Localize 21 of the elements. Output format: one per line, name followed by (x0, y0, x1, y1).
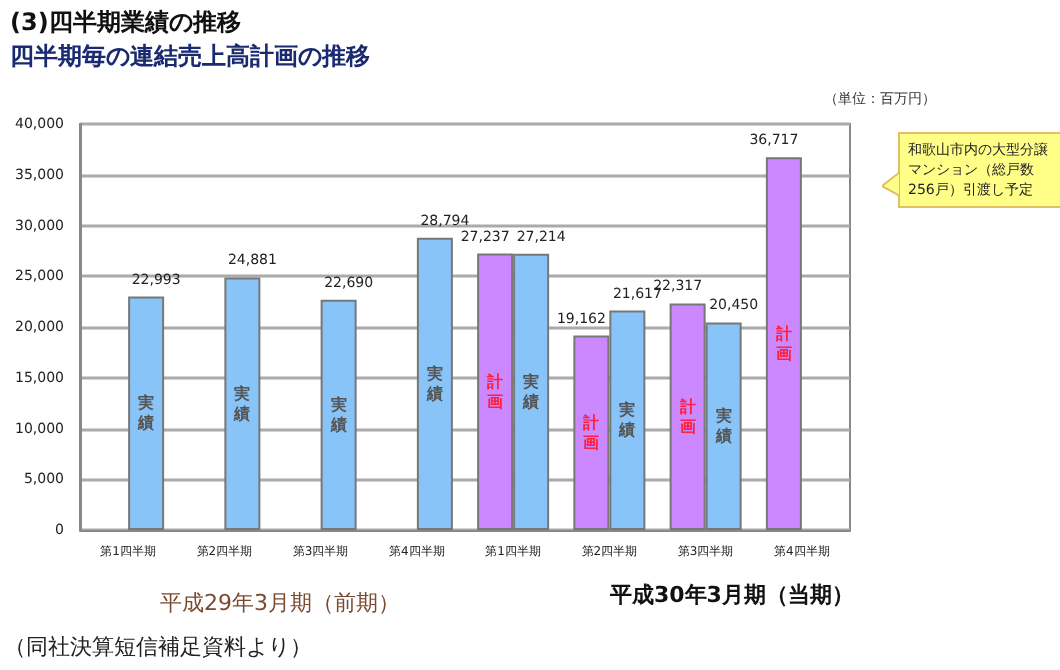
text: 実績 (523, 372, 540, 411)
text: （同社決算短信補足資料より） (4, 634, 312, 660)
text: 計画 (679, 397, 696, 436)
text: 実績 (715, 407, 732, 446)
bar (224, 277, 261, 530)
text: 実績 (426, 364, 443, 403)
text: 実績 (619, 401, 636, 440)
bar (128, 296, 165, 530)
text: 実績 (330, 395, 347, 434)
text: 実績 (234, 384, 251, 423)
text: 計画 (583, 413, 600, 452)
series-label: 計画 (485, 372, 504, 411)
chart-subtitle: 四半期毎の連結売上高計画の推移 (10, 42, 370, 70)
bar (320, 299, 357, 530)
text: 平成29年3月期（前期） (160, 590, 400, 616)
bar (416, 237, 453, 530)
bar (765, 157, 802, 530)
text: 計画 (775, 324, 792, 363)
series-label: 実績 (136, 392, 155, 433)
chart-title: (3)四半期業績の推移 (10, 8, 241, 36)
text: 平成30年3月期（当期） (608, 582, 854, 608)
